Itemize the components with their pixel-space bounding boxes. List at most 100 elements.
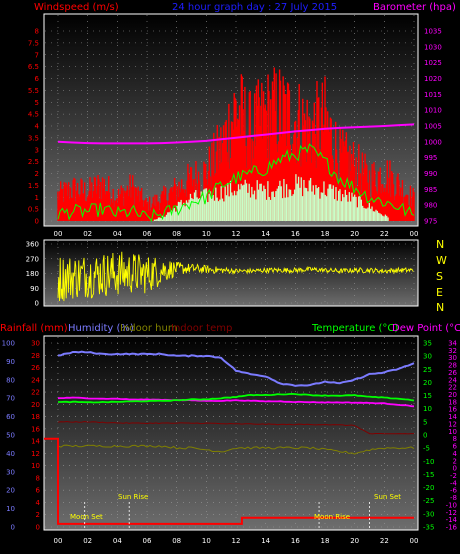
- wind-tick-label: 7: [35, 51, 39, 59]
- dir-tick-label: 90: [30, 285, 39, 293]
- wind-tick-label: 6: [35, 75, 40, 83]
- temp-tick-label: 5: [423, 418, 427, 426]
- rainfall-label: Rainfall (mm): [0, 323, 68, 334]
- baro-tick-label: 990: [424, 170, 437, 178]
- rain-tick-label: 16: [31, 425, 40, 433]
- dew-tick-label: 22: [448, 384, 457, 392]
- dir-tick-label: 270: [26, 255, 39, 263]
- dew-tick-label: -16: [446, 524, 458, 532]
- x-tick-label: 08: [172, 537, 181, 545]
- temp-tick-label: -15: [423, 471, 434, 479]
- humidity-line: [57, 350, 415, 387]
- temp-tick-label: 30: [423, 353, 432, 361]
- temp-tick-label: -20: [423, 484, 434, 492]
- compass-e: E: [436, 286, 443, 299]
- x-tick-label: 10: [202, 537, 211, 545]
- temp-tick-label: 0: [423, 432, 427, 440]
- hum-tick-label: 80: [6, 376, 15, 384]
- rain-tick-label: 4: [36, 499, 41, 507]
- x-tick-label: 16: [291, 230, 300, 238]
- x-tick-label: 18: [321, 230, 330, 238]
- temp-tick-label: -30: [423, 510, 434, 518]
- hum-tick-label: 10: [6, 505, 15, 513]
- rain-tick-label: 8: [36, 474, 40, 482]
- temp-tick-label: 25: [423, 366, 432, 374]
- indoor-hum-label: Indoor hum: [120, 323, 178, 334]
- temp-tick-label: -5: [423, 445, 430, 453]
- dew-tick-label: 6: [453, 443, 458, 451]
- dew-tick-label: 32: [448, 347, 457, 355]
- rain-tick-label: 30: [31, 340, 40, 348]
- rain-tick-label: 20: [31, 401, 40, 409]
- baro-tick-label: 1035: [424, 28, 442, 36]
- temp-plot-area: [43, 335, 419, 531]
- temp-tick-label: -25: [423, 497, 434, 505]
- temperature-label: Temperature (°C): [311, 323, 398, 334]
- x-tick-label: 08: [172, 230, 181, 238]
- dew-tick-label: 12: [448, 420, 457, 428]
- baro-tick-label: 1025: [424, 59, 442, 67]
- x-tick-label: 14: [261, 537, 270, 545]
- wind-tick-label: 8: [35, 28, 39, 36]
- dir-tick-label: 180: [26, 270, 39, 278]
- x-tick-label: 00: [410, 537, 419, 545]
- dew-tick-label: 16: [448, 406, 457, 414]
- moon-rise-annotation: Moon Rise: [314, 513, 350, 521]
- x-tick-label: 12: [232, 537, 241, 545]
- baro-tick-label: 985: [424, 186, 437, 194]
- sun-set-annotation: Sun Set: [374, 493, 401, 501]
- wind-tick-label: 4: [35, 123, 40, 131]
- compass-s: S: [436, 270, 443, 283]
- dir-tick-label: 0: [35, 300, 39, 308]
- barometer-label: Barometer (hpa): [373, 2, 456, 13]
- direction-line: [57, 251, 414, 302]
- hum-tick-label: 50: [6, 432, 15, 440]
- dew-point-label: Dew Point (°C): [392, 323, 460, 334]
- temp-tick-label: 20: [423, 379, 432, 387]
- rain-tick-label: 12: [31, 450, 40, 458]
- hum-tick-label: 100: [2, 340, 15, 348]
- dew-tick-label: -8: [450, 494, 457, 502]
- baro-tick-label: 1020: [424, 75, 442, 83]
- dew-tick-label: 2: [453, 457, 457, 465]
- baro-tick-label: 1015: [424, 91, 442, 99]
- x-tick-label: 06: [143, 537, 152, 545]
- dew-point-line: [57, 396, 415, 408]
- x-tick-label: 22: [380, 537, 389, 545]
- x-tick-label: 12: [232, 230, 241, 238]
- x-tick-label: 04: [113, 230, 122, 238]
- avg-wind-line: [57, 143, 415, 223]
- x-tick-label: 22: [380, 230, 389, 238]
- dew-tick-label: 28: [448, 362, 457, 370]
- temp-tick-label: 10: [423, 405, 432, 413]
- dew-tick-label: 0: [453, 465, 457, 473]
- x-tick-label: 16: [291, 537, 300, 545]
- wind-tick-label: 0.5: [28, 206, 39, 214]
- wind-tick-label: 1: [35, 194, 39, 202]
- rain-tick-label: 2: [36, 511, 40, 519]
- x-tick-label: 00: [54, 230, 63, 238]
- wind-tick-label: 2: [35, 170, 39, 178]
- indoor-hum-line: [57, 444, 415, 455]
- baro-tick-label: 995: [424, 154, 437, 162]
- hum-tick-label: 30: [6, 468, 15, 476]
- temp-tick-label: -35: [423, 524, 434, 532]
- wind-tick-label: 4.5: [28, 111, 39, 119]
- dew-tick-label: -2: [450, 472, 457, 480]
- hum-tick-label: 0: [11, 524, 15, 532]
- rain-tick-label: 24: [31, 376, 40, 384]
- rain-tick-label: 10: [31, 462, 40, 470]
- dew-tick-label: 24: [448, 376, 457, 384]
- wind-tick-label: 7.5: [28, 39, 39, 47]
- sun-rise-annotation: Sun Rise: [118, 493, 148, 501]
- x-tick-label: 10: [202, 230, 211, 238]
- compass-n-bottom: N: [436, 301, 444, 314]
- rain-line: [44, 437, 414, 525]
- dew-tick-label: 8: [453, 435, 457, 443]
- direction-plot-area: [43, 239, 419, 307]
- dew-tick-label: -12: [446, 509, 457, 517]
- moon-set-annotation: Moon Set: [70, 513, 103, 521]
- baro-tick-label: 980: [424, 202, 437, 210]
- x-tick-label: 14: [261, 230, 270, 238]
